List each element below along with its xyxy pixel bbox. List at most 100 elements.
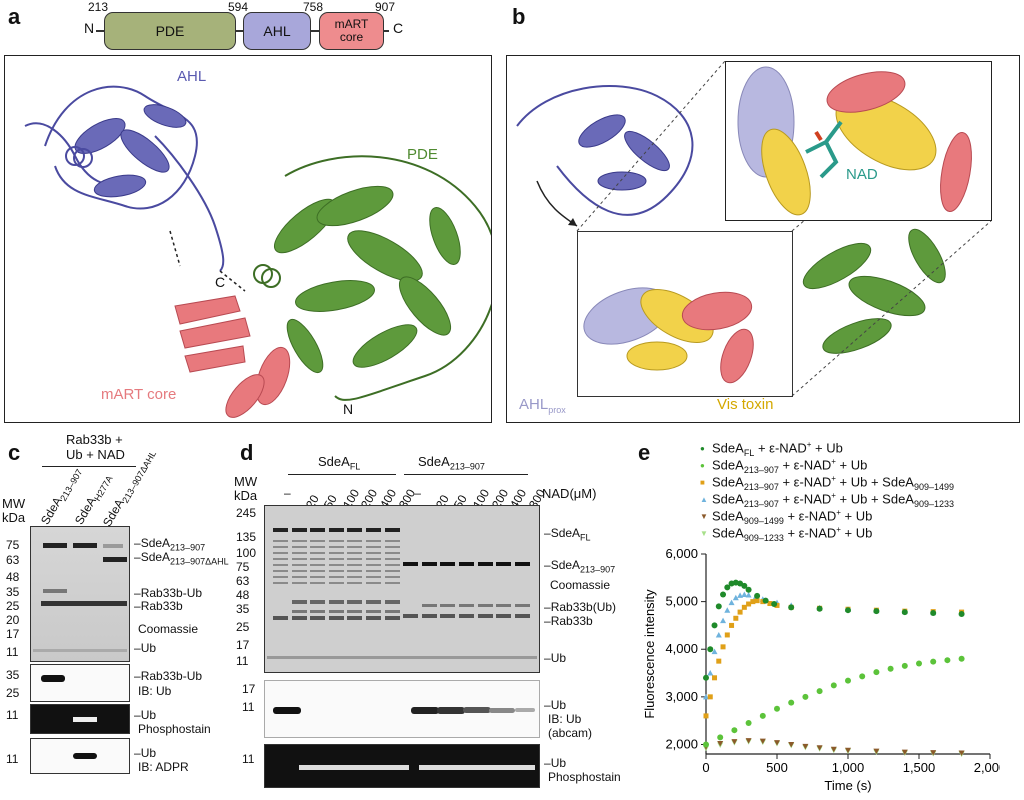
data-point [916, 660, 922, 667]
d-coomassie-gel [264, 505, 540, 673]
d-marker-25: 25 [236, 620, 250, 634]
panel-label-e: e [638, 440, 651, 465]
data-point [717, 741, 724, 747]
data-point [759, 712, 766, 719]
label-mart-core: mART core [101, 386, 177, 403]
legend-marker-icon: ● [700, 444, 705, 453]
c-marker-75: 75 [6, 538, 20, 552]
legend-label: SdeA213–907 + ε-NAD+ + Ub + SdeA909–1499 [712, 473, 955, 492]
legend-entry: ▼ SdeA909–1233 + ε-NAD+ + Ub [700, 525, 1020, 543]
data-point [703, 674, 709, 681]
label-ahl: AHL [177, 68, 207, 85]
data-point [754, 598, 760, 604]
inset-box: NAD [725, 61, 992, 221]
domain-pos-758: 758 [303, 0, 324, 14]
c-header-1: Rab33b + [66, 432, 123, 447]
c-blot-ib-adpr [30, 738, 130, 774]
c-kda: kDa [2, 510, 26, 525]
y-axis-label: Fluorescence intensity [642, 589, 657, 719]
d-blot2-marker: 11 [242, 752, 255, 766]
c-marker-35: 35 [6, 585, 20, 599]
data-point [767, 601, 773, 607]
data-point [788, 741, 795, 748]
c-right-sdea-dahl: –SdeA213–907ΔAHL [134, 550, 229, 567]
data-point [958, 611, 965, 617]
d-group-213: SdeA213–907 [418, 454, 485, 472]
legend-marker-icon: ▼ [700, 512, 708, 521]
c-blot2-marker: 11 [6, 708, 19, 722]
domain-mart-label-2: core [339, 30, 364, 44]
domain-line [96, 30, 389, 32]
data-point [944, 657, 951, 664]
c-marker-17: 17 [6, 627, 20, 641]
data-point [774, 705, 780, 712]
d-marker-11: 11 [236, 654, 249, 668]
domain-pde: PDE [104, 12, 236, 50]
label-nad: NAD [846, 166, 878, 183]
panel-label-b: b [512, 4, 526, 29]
panel-b-structure: NAD AHLprox Vis toxin [506, 55, 1020, 423]
data-point [703, 741, 709, 748]
data-point [830, 746, 837, 753]
data-point [745, 738, 752, 744]
c-right-ub: –Ub [134, 641, 157, 655]
data-point [715, 631, 722, 638]
panel-a-structure: AHL PDE mART core C N [4, 55, 492, 423]
y-tick-label: 5,000 [665, 594, 698, 609]
c-blot1-marker-35: 35 [6, 668, 20, 682]
data-point [774, 602, 780, 608]
legend-label: SdeA213–907 + ε-NAD+ + Ub + SdeA909–1233 [712, 490, 955, 509]
data-point [802, 693, 809, 700]
d-blot2-ib: Phosphostain [548, 770, 621, 784]
d-group-fl: SdeAFL [318, 454, 361, 472]
data-point [745, 591, 752, 598]
active-site-box [577, 231, 793, 397]
x-tick-label: 500 [766, 760, 788, 775]
data-point [732, 594, 739, 601]
data-point [707, 694, 713, 700]
c-marker-48: 48 [6, 570, 20, 584]
data-point [745, 720, 752, 727]
legend-label: SdeAFL + ε-NAD+ + Ub [712, 439, 843, 458]
data-point [724, 632, 730, 638]
c-blot1-marker-25: 25 [6, 686, 20, 700]
legend-marker-icon: ▲ [700, 495, 708, 504]
x-tick-label: 1,000 [832, 760, 865, 775]
domain-ahl: AHL [243, 12, 311, 50]
d-lane-label: – [284, 486, 291, 500]
d-blot1-label: –Ub [544, 698, 567, 712]
d-right-coomassie: Coomassie [550, 578, 611, 592]
domain-pos-213: 213 [88, 0, 109, 14]
data-point [737, 592, 744, 598]
data-point [930, 658, 937, 665]
data-point [717, 734, 724, 741]
data-point [731, 739, 738, 745]
domain-pde-label: PDE [155, 23, 185, 39]
legend-marker-icon: ● [700, 461, 705, 470]
d-marker-245: 245 [236, 506, 257, 520]
data-point [741, 582, 748, 589]
d-blot-phosphostain [264, 744, 540, 788]
data-point [746, 601, 752, 607]
c-blot3-label: –Ub [134, 746, 157, 760]
data-point [901, 662, 908, 669]
data-point [741, 591, 748, 597]
d-blot1-ib: IB: Ub [548, 712, 582, 726]
domain-n-terminus: N [84, 20, 95, 36]
data-point [887, 665, 894, 672]
c-blot1-ib: IB: Ub [138, 684, 172, 698]
c-marker-11: 11 [6, 645, 19, 659]
d-group-line-1 [288, 474, 396, 475]
domain-pos-594: 594 [228, 0, 249, 14]
data-point [750, 599, 756, 605]
d-right-sdea-213: –SdeA213–907 [544, 558, 616, 575]
data-point [873, 608, 880, 615]
data-point [845, 747, 851, 754]
c-marker-25: 25 [6, 599, 20, 613]
y-tick-label: 3,000 [665, 689, 698, 704]
y-tick-label: 2,000 [665, 736, 698, 751]
data-point [762, 597, 769, 604]
c-blot-ib-ub [30, 664, 130, 702]
d-mw: MW [234, 474, 258, 489]
c-right-rab: –Rab33b [134, 599, 183, 613]
